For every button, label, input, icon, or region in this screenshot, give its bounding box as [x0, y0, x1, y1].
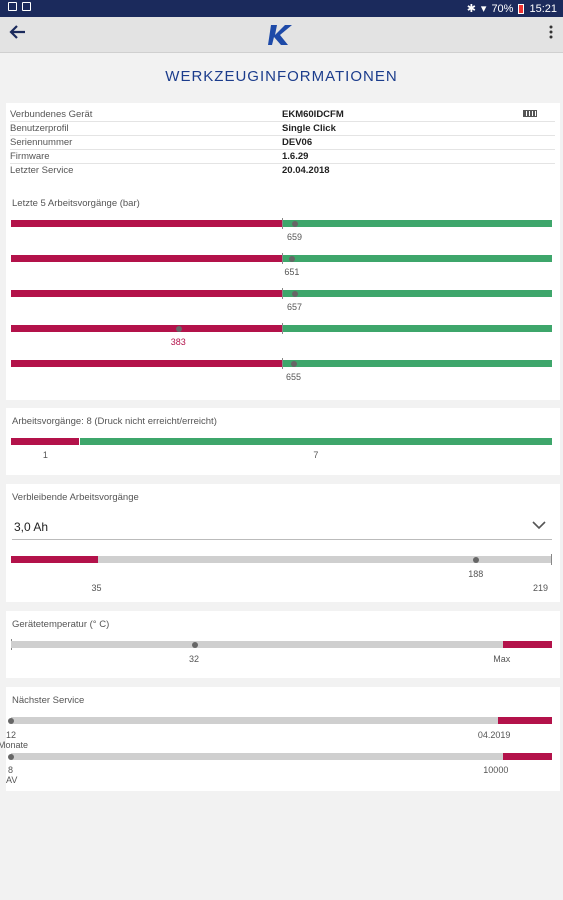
- back-button[interactable]: [8, 22, 30, 44]
- battery-pack-icon: [523, 110, 537, 117]
- info-row-firmware: Firmware 1.6.29: [10, 150, 555, 164]
- op-bar-green: [282, 255, 552, 262]
- op-pressure-value: 659: [287, 232, 303, 242]
- remaining-min-label: 35: [91, 583, 102, 593]
- last-operations-card: Letzte 5 Arbeitsvorgänge (bar) 659 651 657…: [6, 190, 560, 400]
- op-pressure-marker: [175, 325, 182, 332]
- info-row-serial: Seriennummer DEV06: [10, 136, 555, 150]
- op-pressure-marker: [292, 220, 299, 227]
- not-reached-bar: [11, 438, 79, 445]
- op-bar-red: [11, 325, 282, 332]
- service-months-limit-bar: [497, 717, 552, 724]
- card-title: Nächster Service: [12, 695, 85, 706]
- threshold-divider: [281, 358, 283, 369]
- battery-capacity-value: 3,0 Ah: [14, 520, 49, 534]
- status-bar: ✱ ▾ 70% 15:21: [0, 0, 563, 17]
- info-value: 1.6.29: [282, 151, 309, 162]
- temperature-max-bar: [503, 641, 552, 648]
- temperature-track: [11, 641, 504, 648]
- threshold-divider: [281, 218, 283, 229]
- op-bar-red: [11, 290, 282, 297]
- info-label: Letzter Service: [10, 165, 74, 176]
- info-label: Benutzerprofil: [10, 123, 69, 134]
- info-row-device: Verbundenes Gerät EKM60IDCFM: [10, 108, 555, 122]
- op-pressure-value: 383: [170, 337, 186, 347]
- arrow-left-icon: [9, 25, 25, 39]
- chevron-down-icon: [532, 521, 546, 530]
- info-row-last-service: Letzter Service 20.04.2018: [10, 164, 555, 178]
- wifi-icon: ▾: [480, 3, 487, 15]
- notification-icon: [8, 2, 17, 11]
- op-bar-red: [11, 255, 282, 262]
- remaining-min-bar: [11, 556, 98, 563]
- remaining-max-label: 219: [533, 583, 549, 593]
- info-label: Verbundenes Gerät: [10, 109, 93, 120]
- more-vert-icon: [549, 25, 553, 39]
- remaining-current-label: 188: [468, 569, 484, 579]
- reached-bar: [79, 438, 552, 445]
- info-value: Single Click: [282, 123, 336, 134]
- page-title: WERKZEUGINFORMATIONEN: [165, 68, 398, 85]
- remaining-current-marker: [473, 556, 480, 563]
- info-value: EKM60IDCFM: [282, 109, 344, 120]
- battery-capacity-select[interactable]: 3,0 Ah: [12, 514, 552, 540]
- info-value: 20.04.2018: [282, 165, 330, 176]
- remaining-max-tick: [551, 554, 552, 565]
- brand-logo: [268, 23, 294, 47]
- bluetooth-icon: ✱: [466, 3, 476, 15]
- threshold-divider: [281, 323, 283, 334]
- card-title: Gerätetemperatur (° C): [12, 619, 110, 630]
- info-label: Seriennummer: [10, 137, 73, 148]
- op-pressure-marker: [289, 255, 296, 262]
- op-pressure-value: 657: [287, 302, 303, 312]
- op-pressure-value: 651: [284, 267, 300, 277]
- app-bar: [0, 17, 563, 53]
- op-bar-green: [282, 290, 552, 297]
- not-reached-count: 1: [42, 450, 48, 460]
- remaining-operations-card: Verbleibende Arbeitsvorgänge 3,0 Ah 35 1…: [6, 484, 560, 602]
- op-bar-red: [11, 220, 282, 227]
- op-pressure-marker: [290, 360, 297, 367]
- service-months-unit: Monate: [0, 740, 29, 750]
- screenshot-icon: [22, 2, 31, 11]
- temperature-current-label: 32: [188, 654, 199, 664]
- service-av-limit-bar: [503, 753, 552, 760]
- battery-icon: [518, 3, 525, 14]
- service-av-end: 10000: [483, 765, 509, 775]
- service-months-track: [11, 717, 498, 724]
- op-pressure-value: 655: [285, 372, 301, 382]
- service-av-marker: [8, 753, 14, 760]
- operations-count-card: Arbeitsvorgänge: 8 (Druck nicht erreicht…: [6, 408, 560, 475]
- service-months-start: 12: [6, 730, 17, 740]
- card-title: Letzte 5 Arbeitsvorgänge (bar): [12, 198, 140, 209]
- service-av-unit: AV: [6, 775, 18, 785]
- service-months-marker: [8, 717, 14, 724]
- op-bar-red: [11, 360, 282, 367]
- info-value: DEV06: [282, 137, 313, 148]
- temperature-current-marker: [191, 641, 198, 648]
- service-months-end: 04.2019: [477, 730, 511, 740]
- clock: 15:21: [529, 2, 557, 15]
- threshold-divider: [281, 288, 283, 299]
- temperature-max-label: Max: [493, 654, 511, 664]
- card-title: Arbeitsvorgänge: 8 (Druck nicht erreicht…: [12, 416, 217, 427]
- info-row-profile: Benutzerprofil Single Click: [10, 122, 555, 136]
- next-service-card: Nächster Service 12 Monate 04.2019 8 AV …: [0, 687, 560, 791]
- service-av-start: 8: [8, 765, 14, 775]
- battery-percent: 70%: [491, 2, 514, 15]
- info-label: Firmware: [10, 151, 50, 162]
- remaining-track: [11, 556, 551, 563]
- threshold-divider: [281, 253, 283, 264]
- tool-info-page: WERKZEUGINFORMATIONEN Verbundenes Gerät …: [0, 53, 563, 900]
- op-pressure-marker: [292, 290, 299, 297]
- op-bar-green: [282, 325, 552, 332]
- device-temperature-card: Gerätetemperatur (° C) 32 Max: [6, 611, 560, 678]
- card-title: Verbleibende Arbeitsvorgänge: [12, 492, 139, 503]
- op-bar-green: [282, 360, 552, 367]
- service-av-track: [11, 753, 504, 760]
- op-bar-green: [282, 220, 552, 227]
- overflow-menu-button[interactable]: [547, 25, 555, 43]
- reached-count: 7: [313, 450, 319, 460]
